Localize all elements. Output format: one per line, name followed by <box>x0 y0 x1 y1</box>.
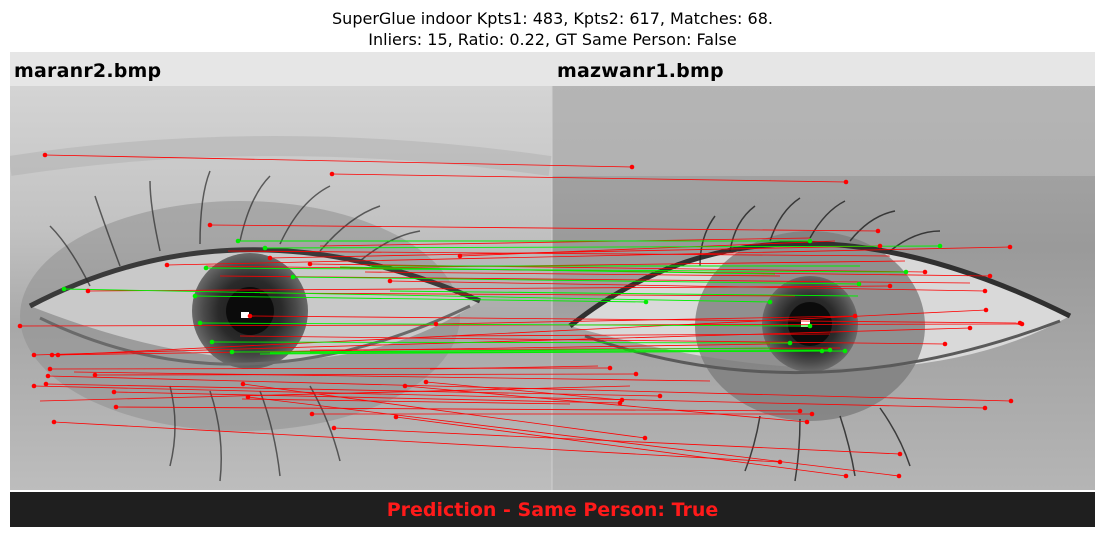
title-line-2: Inliers: 15, Ratio: 0.22, GT Same Person… <box>368 30 737 49</box>
image-label-bar: maranr2.bmp mazwanr1.bmp <box>10 52 1095 86</box>
figure-title: SuperGlue indoor Kpts1: 483, Kpts2: 617,… <box>0 8 1105 50</box>
left-eye-image <box>10 86 552 490</box>
eye-image-pair <box>10 86 1095 490</box>
inlier-keypoints <box>61 238 943 355</box>
left-image-name: maranr2.bmp <box>14 60 162 82</box>
inlier-matches <box>63 240 941 355</box>
prediction-text: Prediction - Same Person: True <box>386 498 719 521</box>
right-eye-image <box>552 86 1095 490</box>
prediction-bar: Prediction - Same Person: True <box>10 492 1095 527</box>
right-image-name: mazwanr1.bmp <box>557 60 724 82</box>
outlier-keypoints <box>17 152 1025 479</box>
match-visualization: maranr2.bmp mazwanr1.bmp <box>10 52 1095 527</box>
title-line-1: SuperGlue indoor Kpts1: 483, Kpts2: 617,… <box>332 9 773 28</box>
